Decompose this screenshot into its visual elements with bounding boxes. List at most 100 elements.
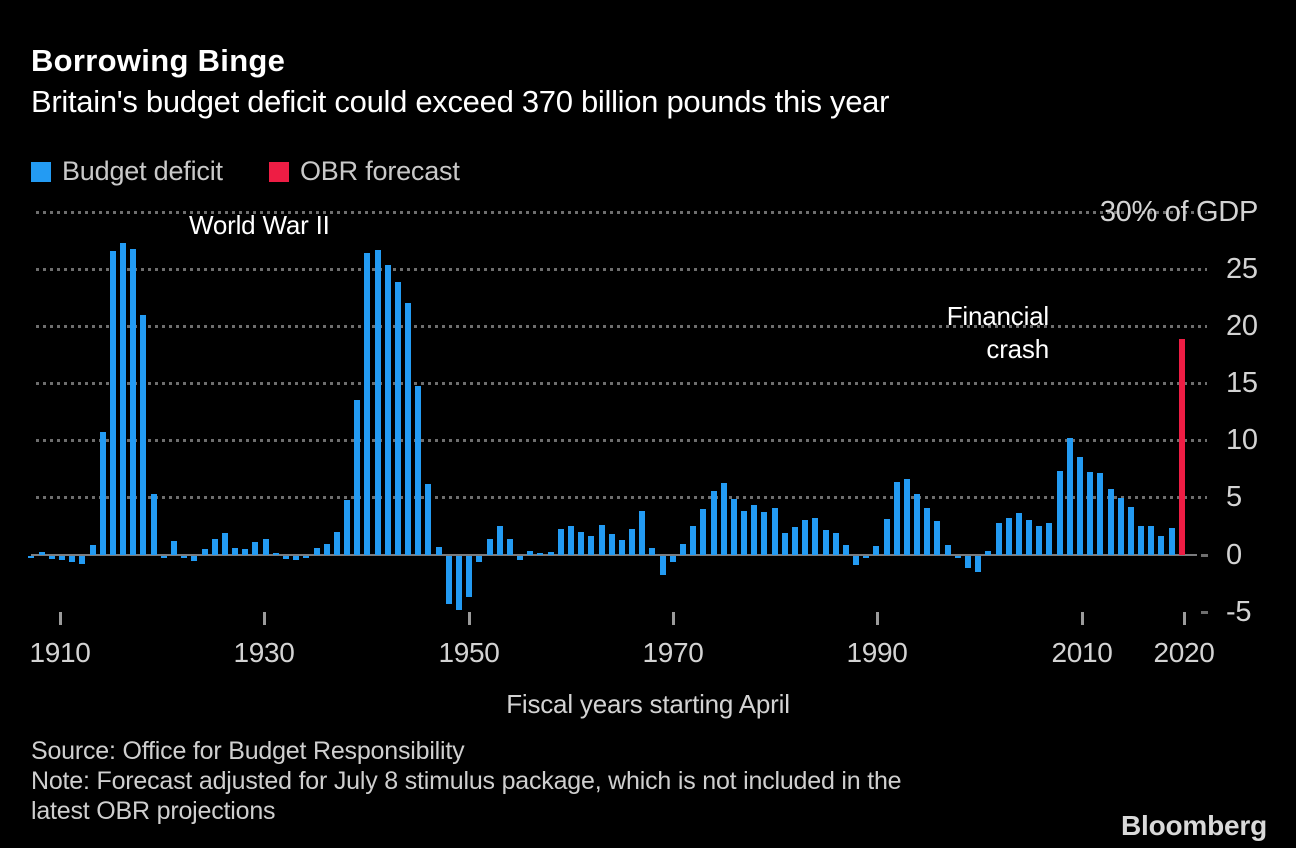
deficit-bar-1958	[548, 552, 554, 555]
y-axis-label-30: 30% of GDP	[1099, 196, 1258, 228]
deficit-bar-1954	[507, 539, 513, 555]
deficit-bar-1978	[751, 505, 757, 555]
deficit-bar-2016	[1138, 526, 1144, 555]
x-axis-label-1990: 1990	[846, 637, 908, 668]
deficit-bar-1969	[660, 556, 666, 575]
deficit-bar-1948	[446, 556, 452, 604]
gridline-25	[36, 268, 1207, 271]
y-axis-label-0: 0	[1226, 539, 1242, 571]
x-tick-2020	[1183, 612, 1186, 625]
deficit-bar-1920	[161, 556, 167, 558]
x-axis-label-1930: 1930	[233, 637, 295, 668]
deficit-bar-2019	[1169, 528, 1175, 555]
x-axis-label-1910: 1910	[29, 637, 91, 668]
deficit-bar-1952	[487, 539, 493, 555]
deficit-bar-1945	[415, 386, 421, 555]
deficit-bar-2008	[1057, 471, 1063, 555]
deficit-bar-1927	[232, 548, 238, 555]
legend-item-budget-deficit: Budget deficit	[31, 156, 223, 187]
x-tick-1990	[876, 612, 879, 625]
deficit-bar-1956	[527, 551, 533, 555]
deficit-bar-1942	[385, 265, 391, 555]
x-tick-1950	[468, 612, 471, 625]
deficit-bar-1990	[873, 546, 879, 555]
deficit-bar-2003	[1006, 518, 1012, 555]
x-axis-label-1970: 1970	[642, 637, 704, 668]
deficit-bar-1959	[558, 529, 564, 555]
deficit-bar-1975	[721, 483, 727, 555]
deficit-bar-1921	[171, 541, 177, 555]
deficit-bar-1912	[79, 556, 85, 564]
deficit-bar-1955	[517, 556, 523, 560]
annotation-world-war-ii: World War II	[189, 210, 330, 240]
deficit-bar-1930	[263, 539, 269, 555]
deficit-bar-2010	[1077, 457, 1083, 555]
zero-line-end-dash	[1201, 554, 1208, 557]
deficit-bar-2005	[1026, 520, 1032, 555]
deficit-bar-1911	[69, 556, 75, 562]
deficit-bar-2002	[996, 523, 1002, 555]
deficit-bar-1989	[863, 556, 869, 558]
gridline-10	[36, 439, 1207, 442]
deficit-bar-1940	[364, 253, 370, 555]
x-tick-1930	[263, 612, 266, 625]
deficit-bar-2011	[1087, 472, 1093, 555]
deficit-bar-1950	[466, 556, 472, 597]
deficit-bar-1957	[537, 553, 543, 555]
deficit-bar-1947	[436, 547, 442, 555]
deficit-bar-1932	[283, 556, 289, 559]
gridline-20	[36, 325, 1207, 328]
deficit-bar-1931	[273, 553, 279, 555]
deficit-bar-1963	[599, 525, 605, 555]
deficit-bar-1994	[914, 494, 920, 555]
deficit-bar-1929	[252, 542, 258, 555]
deficit-bar-2015	[1128, 507, 1134, 555]
deficit-bar-1967	[639, 511, 645, 555]
deficit-bar-1972	[690, 526, 696, 555]
deficit-bar-1914	[100, 432, 106, 555]
deficit-bar-1996	[934, 521, 940, 555]
deficit-bar-1965	[619, 540, 625, 555]
note-line-2: latest OBR projections	[31, 797, 276, 825]
note-line-1: Note: Forecast adjusted for July 8 stimu…	[31, 767, 902, 795]
deficit-bar-1982	[792, 527, 798, 555]
page-title: Borrowing Binge	[31, 43, 286, 78]
deficit-bar-1933	[293, 556, 299, 560]
deficit-bar-1998	[955, 556, 961, 558]
y-axis-label-5: 5	[1226, 481, 1242, 513]
deficit-bar-1984	[812, 518, 818, 555]
deficit-bar-1919	[151, 494, 157, 555]
bloomberg-logo: Bloomberg	[1121, 810, 1267, 841]
deficit-bar-1924	[202, 549, 208, 555]
deficit-bar-1966	[629, 529, 635, 555]
gridline-30	[36, 211, 1207, 214]
deficit-bar-1908	[39, 552, 45, 555]
x-tick-2010	[1081, 612, 1084, 625]
y-axis-label--5: -5	[1226, 596, 1252, 628]
deficit-bar-1925	[212, 539, 218, 555]
deficit-bar-1962	[588, 536, 594, 555]
deficit-bar-1960	[568, 526, 574, 555]
deficit-bar-1961	[578, 532, 584, 555]
deficit-bar-1917	[130, 249, 136, 555]
deficit-bar-1987	[843, 545, 849, 555]
gridline-15	[36, 382, 1207, 385]
deficit-bar-1922	[181, 556, 187, 558]
deficit-bar-2007	[1046, 523, 1052, 555]
deficit-bar-1913	[90, 545, 96, 555]
y-axis-label-25: 25	[1226, 253, 1258, 285]
deficit-bar-2001	[985, 551, 991, 555]
source-line: Source: Office for Budget Responsibility	[31, 737, 465, 765]
deficit-bar-1974	[711, 491, 717, 555]
deficit-bar-2014	[1118, 498, 1124, 555]
deficit-bar-1971	[680, 544, 686, 555]
deficit-bar-1970	[670, 556, 676, 562]
deficit-bar-1953	[497, 526, 503, 555]
deficit-bar-1937	[334, 532, 340, 555]
deficit-bar-1936	[324, 544, 330, 555]
deficit-bar-1918	[140, 315, 146, 555]
deficit-bar-1923	[191, 556, 197, 561]
obr-forecast-swatch-icon	[269, 161, 289, 182]
gridline-5	[36, 496, 1207, 499]
x-axis-title: Fiscal years starting April	[506, 689, 790, 719]
